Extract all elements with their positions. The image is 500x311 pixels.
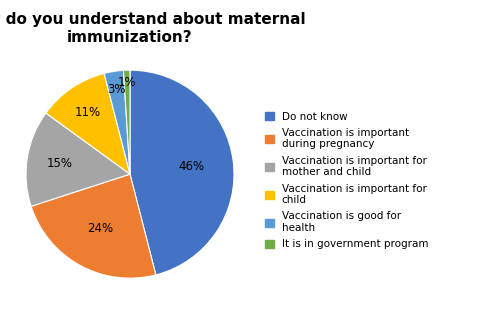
Wedge shape — [124, 70, 130, 174]
Wedge shape — [31, 174, 156, 278]
Text: 11%: 11% — [75, 106, 101, 119]
Text: What do you understand about maternal
immunization?: What do you understand about maternal im… — [0, 12, 306, 45]
Wedge shape — [130, 70, 234, 275]
Wedge shape — [104, 70, 130, 174]
Wedge shape — [46, 73, 130, 174]
Wedge shape — [26, 113, 130, 206]
Text: 24%: 24% — [87, 222, 113, 235]
Text: 1%: 1% — [118, 76, 137, 89]
Text: 3%: 3% — [108, 83, 126, 96]
Legend: Do not know, Vaccination is important
during pregnancy, Vaccination is important: Do not know, Vaccination is important du… — [265, 112, 428, 249]
Text: 46%: 46% — [179, 160, 205, 173]
Text: 15%: 15% — [47, 157, 73, 169]
